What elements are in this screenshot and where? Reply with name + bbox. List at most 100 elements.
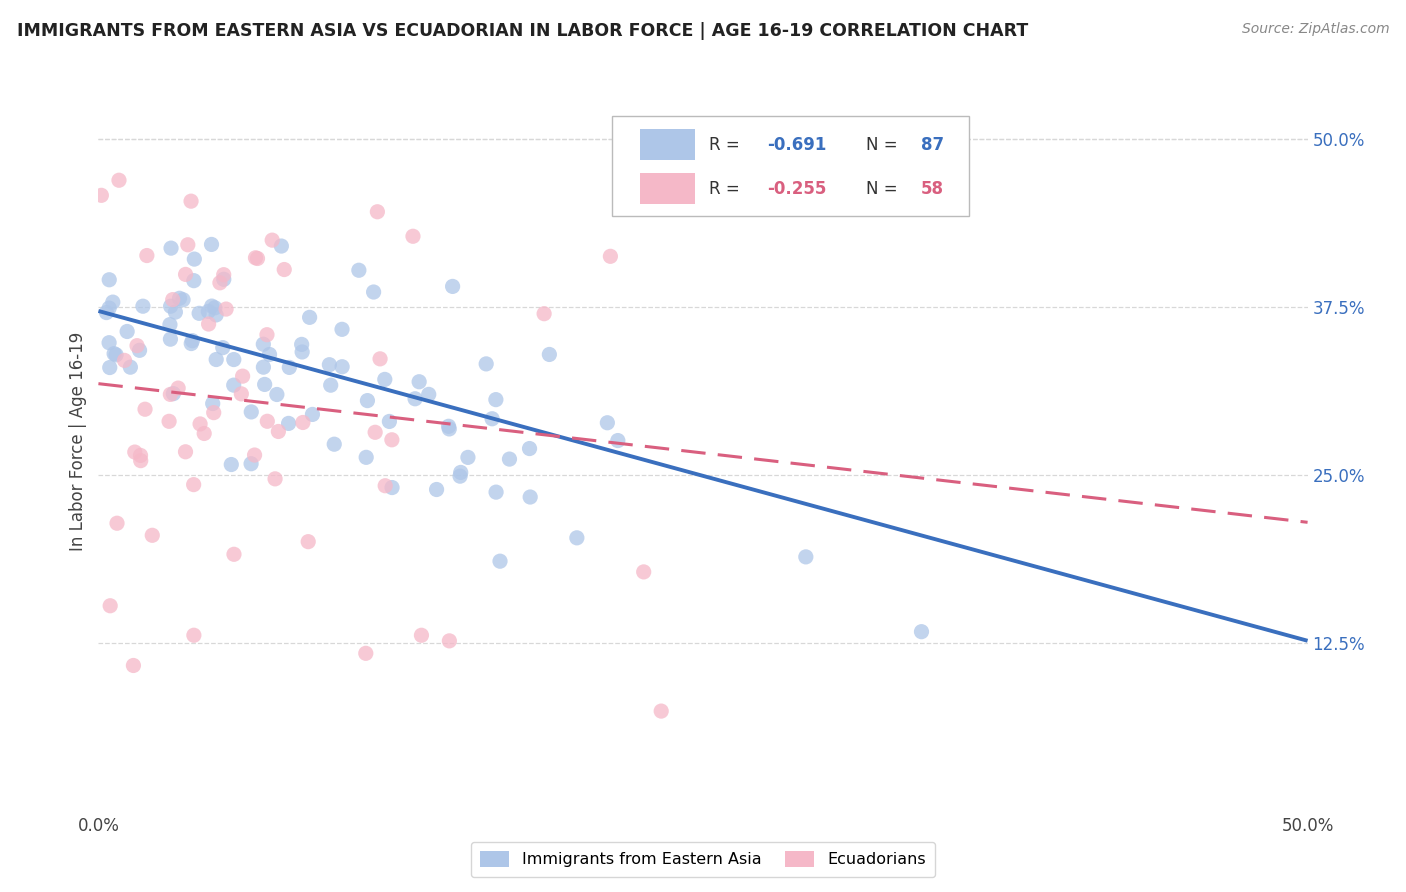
Point <box>122 658 145 673</box>
Point <box>181 334 204 348</box>
Point <box>449 469 471 483</box>
FancyBboxPatch shape <box>640 173 695 204</box>
Point <box>101 295 124 310</box>
Point <box>253 377 276 392</box>
Point <box>481 411 503 425</box>
Point <box>264 472 287 486</box>
Point <box>565 531 588 545</box>
Point <box>318 358 340 372</box>
Point <box>408 375 430 389</box>
Point <box>364 425 387 440</box>
Point <box>105 348 128 362</box>
Point <box>212 268 235 282</box>
Point <box>157 414 180 428</box>
Point <box>183 274 205 288</box>
Legend: Immigrants from Eastern Asia, Ecuadorians: Immigrants from Eastern Asia, Ecuadorian… <box>471 842 935 877</box>
Point <box>277 417 299 431</box>
Point <box>246 252 269 266</box>
Point <box>297 534 319 549</box>
Point <box>485 485 508 500</box>
Point <box>129 453 152 467</box>
Point <box>245 251 267 265</box>
Point <box>519 490 541 504</box>
Point <box>211 341 233 355</box>
Point <box>489 554 512 568</box>
Point <box>347 263 370 277</box>
Point <box>132 299 155 313</box>
Point <box>298 310 321 325</box>
Point <box>98 335 121 350</box>
Point <box>215 301 238 316</box>
Point <box>291 416 314 430</box>
Point <box>160 241 183 255</box>
Point <box>124 445 146 459</box>
Point <box>183 628 205 642</box>
Point <box>291 345 314 359</box>
Point <box>475 357 498 371</box>
Point <box>599 249 621 263</box>
Point <box>441 279 464 293</box>
Point <box>197 317 219 331</box>
Point <box>319 378 342 392</box>
Point <box>222 378 245 392</box>
Point <box>183 252 205 266</box>
Point <box>266 387 288 401</box>
Text: Source: ZipAtlas.com: Source: ZipAtlas.com <box>1241 22 1389 37</box>
FancyBboxPatch shape <box>613 116 969 216</box>
Point <box>323 437 346 451</box>
Point <box>354 646 377 660</box>
Point <box>252 337 274 351</box>
Point <box>437 419 460 434</box>
Point <box>134 402 156 417</box>
Point <box>330 359 353 374</box>
Point <box>519 442 541 456</box>
Point <box>125 339 148 353</box>
Point <box>188 417 211 431</box>
Point <box>103 346 125 360</box>
Point <box>219 458 242 472</box>
Text: N =: N = <box>866 180 903 198</box>
Point <box>378 414 401 428</box>
Point <box>240 457 263 471</box>
Point <box>633 565 655 579</box>
Point <box>650 704 672 718</box>
Text: 87: 87 <box>921 136 943 154</box>
Point <box>98 360 121 375</box>
Point <box>205 308 228 322</box>
Point <box>368 351 391 366</box>
Point <box>114 353 136 368</box>
Point <box>201 396 224 410</box>
Point <box>273 262 295 277</box>
Point <box>439 422 461 436</box>
Point <box>180 194 202 209</box>
Point <box>402 229 425 244</box>
Point <box>439 633 461 648</box>
Point <box>202 406 225 420</box>
Point <box>363 285 385 299</box>
Point <box>159 332 181 346</box>
Point <box>356 393 378 408</box>
Point <box>533 307 555 321</box>
Text: IMMIGRANTS FROM EASTERN ASIA VS ECUADORIAN IN LABOR FORCE | AGE 16-19 CORRELATIO: IMMIGRANTS FROM EASTERN ASIA VS ECUADORI… <box>17 22 1028 40</box>
Point <box>180 336 202 351</box>
Point <box>232 369 254 384</box>
Point <box>256 414 278 428</box>
Point <box>183 477 205 491</box>
Point <box>426 483 449 497</box>
Point <box>301 408 323 422</box>
Text: R =: R = <box>709 136 745 154</box>
Point <box>381 433 404 447</box>
Point <box>174 444 197 458</box>
Point <box>374 479 396 493</box>
Point <box>330 322 353 336</box>
Point <box>129 449 152 463</box>
Point <box>159 318 181 332</box>
Point <box>165 305 187 319</box>
Point <box>159 299 181 313</box>
Text: -0.691: -0.691 <box>768 136 827 154</box>
Point <box>259 347 281 361</box>
Point <box>204 301 226 315</box>
Point <box>162 386 184 401</box>
Point <box>485 392 508 407</box>
Point <box>450 466 472 480</box>
